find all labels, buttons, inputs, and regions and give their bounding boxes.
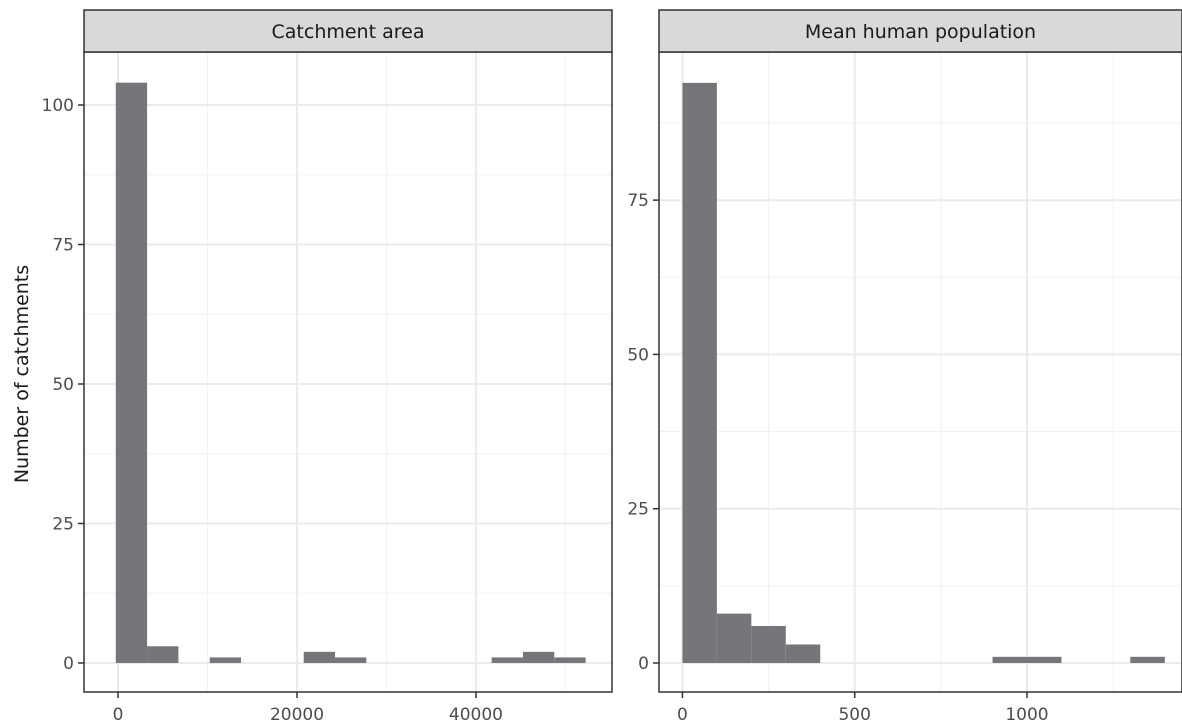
x-tick-label: 1000	[1005, 705, 1048, 725]
histogram-bar	[751, 625, 786, 663]
histogram-bar	[716, 613, 752, 663]
facet-strip-title: Catchment area	[272, 21, 425, 43]
x-tick-label: 20000	[270, 705, 324, 725]
y-tick-label: 25	[627, 500, 649, 520]
y-tick-label: 0	[63, 654, 74, 674]
histogram-bar	[522, 651, 555, 663]
facet-strip-title: Mean human population	[805, 21, 1036, 43]
histogram-bar	[491, 657, 523, 663]
histogram-bar	[1026, 656, 1062, 663]
histogram-bar	[682, 82, 717, 663]
y-axis-label: Number of catchments	[11, 265, 33, 483]
panel-background	[659, 52, 1182, 692]
y-tick-label: 50	[627, 345, 649, 365]
y-tick-label: 100	[42, 96, 74, 116]
facet-panel-1: Catchment area 0 20000 40000 0 25 50 75 100	[42, 9, 613, 725]
y-tick-label: 0	[638, 654, 649, 674]
histogram-bar	[785, 644, 821, 663]
x-tick-label: 0	[677, 705, 688, 725]
histogram-bar	[335, 657, 367, 663]
histogram-bar	[147, 646, 179, 663]
facet-strip	[83, 9, 613, 53]
histogram-bar	[554, 657, 586, 663]
x-tick-label: 40000	[449, 705, 503, 725]
x-tick-label: 0	[113, 705, 124, 725]
y-tick-label: 75	[52, 236, 74, 256]
histogram-bar	[115, 82, 148, 663]
histogram-bar	[303, 651, 336, 663]
y-tick-label: 75	[627, 191, 649, 211]
histogram-bar	[992, 656, 1027, 663]
y-tick-label: 50	[52, 375, 74, 395]
facet-strip	[658, 9, 1182, 53]
histogram-bar	[209, 657, 242, 663]
x-tick-label: 500	[838, 705, 870, 725]
histogram-bar	[1130, 656, 1165, 663]
y-tick-label: 25	[52, 514, 74, 534]
facet-panel-2: Mean human population 0 500 1000 0 25 50 75	[627, 9, 1182, 725]
panel-background	[84, 52, 612, 692]
